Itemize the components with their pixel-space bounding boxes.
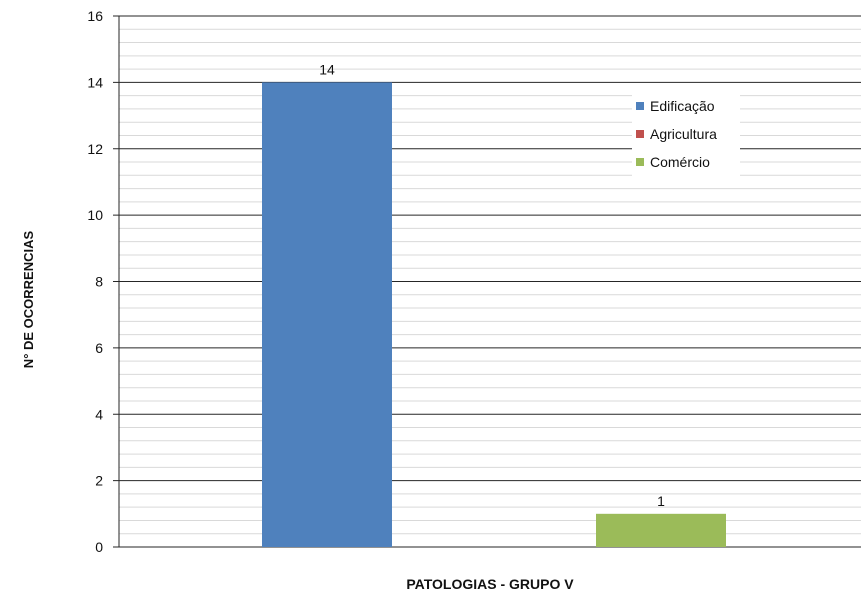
y-tick-label: 12 xyxy=(87,141,103,157)
y-tick-label: 14 xyxy=(87,74,103,90)
legend-swatch-comercio xyxy=(636,158,644,166)
y-axis-label-container: N° DE OCORRENCIAS xyxy=(14,0,44,599)
bars xyxy=(262,82,726,547)
legend-swatch-edificacao xyxy=(636,102,644,110)
bar-comércio xyxy=(596,513,726,547)
legend-label-edificacao: Edificação xyxy=(650,98,715,114)
y-tick-label: 10 xyxy=(87,207,103,223)
y-tick-label: 16 xyxy=(87,8,103,24)
legend-swatch-agricultura xyxy=(636,130,644,138)
legend-item-comercio: Comércio xyxy=(636,148,736,176)
y-tick-label: 8 xyxy=(95,274,103,290)
y-axis-label: N° DE OCORRENCIAS xyxy=(21,230,37,369)
y-tick-labels: 0 2 4 6 8 10 12 14 16 xyxy=(87,8,103,555)
y-tick-label: 2 xyxy=(95,473,103,489)
legend-item-edificacao: Edificação xyxy=(636,92,736,120)
y-tick-label: 4 xyxy=(95,406,103,422)
bar-value-label: 14 xyxy=(319,61,335,77)
legend-item-agricultura: Agricultura xyxy=(636,120,736,148)
y-tick-label: 0 xyxy=(95,539,103,555)
bar-edificação xyxy=(262,82,392,547)
y-tick-label: 6 xyxy=(95,340,103,356)
legend-label-comercio: Comércio xyxy=(650,154,710,170)
legend: Edificação Agricultura Comércio xyxy=(632,90,740,178)
bar-value-label: 1 xyxy=(657,493,665,509)
legend-label-agricultura: Agricultura xyxy=(650,126,717,142)
x-axis-label: PATOLOGIAS - GRUPO V xyxy=(406,576,574,592)
data-labels: 14 1 xyxy=(319,61,665,508)
grid-lines xyxy=(113,15,861,548)
